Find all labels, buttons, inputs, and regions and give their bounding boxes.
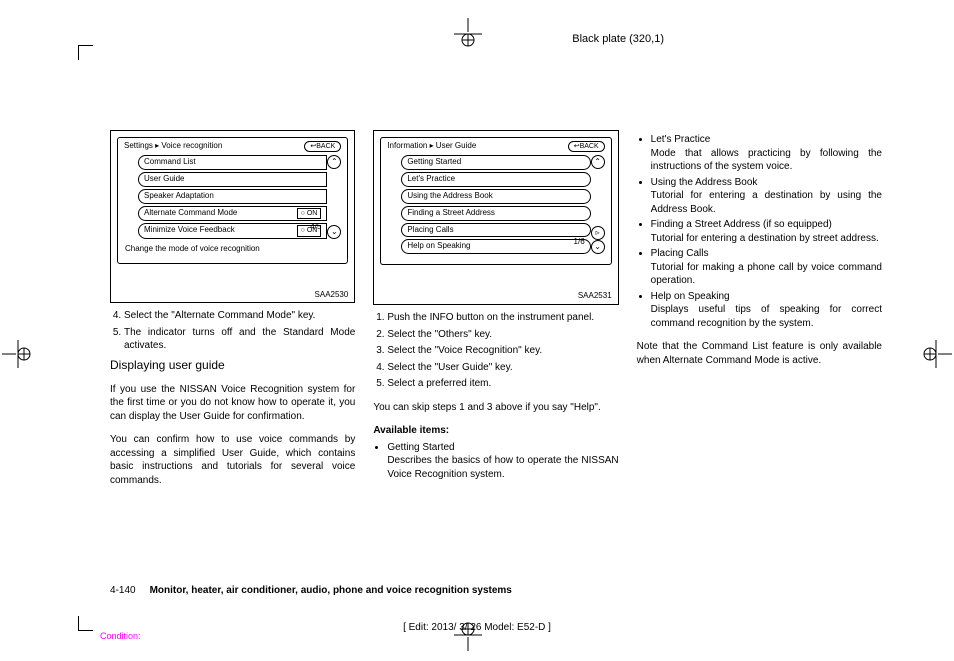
edit-info: [ Edit: 2013/ 3/ 26 Model: E52-D ] xyxy=(0,622,954,633)
page-fraction: 4/5 xyxy=(310,222,321,233)
column-2: Information ▸ User Guide ↩BACK ⌃ Getting… xyxy=(373,130,618,497)
screen-settings: Settings ▸ Voice recognition ↩BACK ⌃ Com… xyxy=(117,137,348,264)
heading-displaying-user-guide: Displaying user guide xyxy=(110,357,355,373)
figure-2: Information ▸ User Guide ↩BACK ⌃ Getting… xyxy=(373,130,618,305)
step-2: Select the "Others" key. xyxy=(387,328,618,342)
on-indicator: ○ ON xyxy=(297,208,322,219)
steps-continued: Select the "Alternate Command Mode" key.… xyxy=(110,309,355,353)
crop-mark-top xyxy=(452,18,484,50)
breadcrumb: Settings ▸ Voice recognition xyxy=(124,141,222,152)
scroll-play-icon[interactable]: ▹ xyxy=(591,226,605,240)
menu-minimize-voice-feedback[interactable]: Minimize Voice Feedback○ ON xyxy=(138,223,327,238)
list-item: Placing CallsTutorial for making a phone… xyxy=(651,247,882,288)
list-item: Finding a Street Address (if so equipped… xyxy=(651,218,882,245)
menu-lets-practice[interactable]: Let's Practice xyxy=(401,172,590,187)
crop-mark-left xyxy=(2,338,34,370)
paragraph: You can confirm how to use voice command… xyxy=(110,433,355,487)
menu-alternate-command-mode[interactable]: Alternate Command Mode○ ON xyxy=(138,206,327,221)
scroll-down-icon[interactable]: ⌄ xyxy=(327,225,341,239)
list-item: Help on SpeakingDisplays useful tips of … xyxy=(651,290,882,331)
back-button[interactable]: ↩BACK xyxy=(304,141,341,152)
available-items-list-cont: Let's PracticeMode that allows practicin… xyxy=(637,133,882,330)
menu-finding-street-address[interactable]: Finding a Street Address xyxy=(401,206,590,221)
back-button[interactable]: ↩BACK xyxy=(568,141,605,152)
step-5: Select a preferred item. xyxy=(387,377,618,391)
plate-label: Black plate (320,1) xyxy=(572,33,664,45)
menu-using-address-book[interactable]: Using the Address Book xyxy=(401,189,590,204)
section-title: Monitor, heater, air conditioner, audio,… xyxy=(150,585,512,596)
note-paragraph: Note that the Command List feature is on… xyxy=(637,340,882,367)
menu-speaker-adaptation[interactable]: Speaker Adaptation xyxy=(138,189,327,204)
menu-command-list[interactable]: Command List xyxy=(138,155,327,170)
scroll-down-icon[interactable]: ⌄ xyxy=(591,240,605,254)
step-1: Push the INFO button on the instrument p… xyxy=(387,311,618,325)
scroll-up-icon[interactable]: ⌃ xyxy=(591,155,605,169)
step-5: The indicator turns off and the Standard… xyxy=(124,326,355,353)
page-footer: 4-140 Monitor, heater, air conditioner, … xyxy=(110,585,882,596)
step-4: Select the "Alternate Command Mode" key. xyxy=(124,309,355,323)
breadcrumb: Information ▸ User Guide xyxy=(387,141,476,152)
figure-caption: SAA2531 xyxy=(380,265,611,302)
available-items-heading: Available items: xyxy=(373,424,618,438)
menu-help-on-speaking[interactable]: Help on Speaking xyxy=(401,239,590,254)
paragraph: If you use the NISSAN Voice Recognition … xyxy=(110,383,355,424)
steps-list: Push the INFO button on the instrument p… xyxy=(373,311,618,391)
page-fraction: 1/6 xyxy=(574,237,585,248)
column-3: Let's PracticeMode that allows practicin… xyxy=(637,130,882,497)
list-item: Let's PracticeMode that allows practicin… xyxy=(651,133,882,174)
step-3: Select the "Voice Recognition" key. xyxy=(387,344,618,358)
column-1: Settings ▸ Voice recognition ↩BACK ⌃ Com… xyxy=(110,130,355,497)
screen-user-guide: Information ▸ User Guide ↩BACK ⌃ Getting… xyxy=(380,137,611,265)
paragraph: You can skip steps 1 and 3 above if you … xyxy=(373,401,618,415)
menu-placing-calls[interactable]: Placing Calls xyxy=(401,223,590,238)
screen-footnote: Change the mode of voice recognition xyxy=(122,241,343,255)
list-item: Getting Started Describes the basics of … xyxy=(387,441,618,482)
crop-mark-right xyxy=(920,338,952,370)
figure-caption: SAA2530 xyxy=(117,264,348,301)
step-4: Select the "User Guide" key. xyxy=(387,361,618,375)
scroll-up-icon[interactable]: ⌃ xyxy=(327,155,341,169)
corner-bracket-tl xyxy=(78,45,93,60)
page-number: 4-140 xyxy=(110,585,136,596)
figure-1: Settings ▸ Voice recognition ↩BACK ⌃ Com… xyxy=(110,130,355,303)
menu-user-guide[interactable]: User Guide xyxy=(138,172,327,187)
menu-getting-started[interactable]: Getting Started xyxy=(401,155,590,170)
list-item: Using the Address BookTutorial for enter… xyxy=(651,176,882,217)
page-content: Settings ▸ Voice recognition ↩BACK ⌃ Com… xyxy=(110,130,882,497)
available-items-list: Getting Started Describes the basics of … xyxy=(373,441,618,482)
